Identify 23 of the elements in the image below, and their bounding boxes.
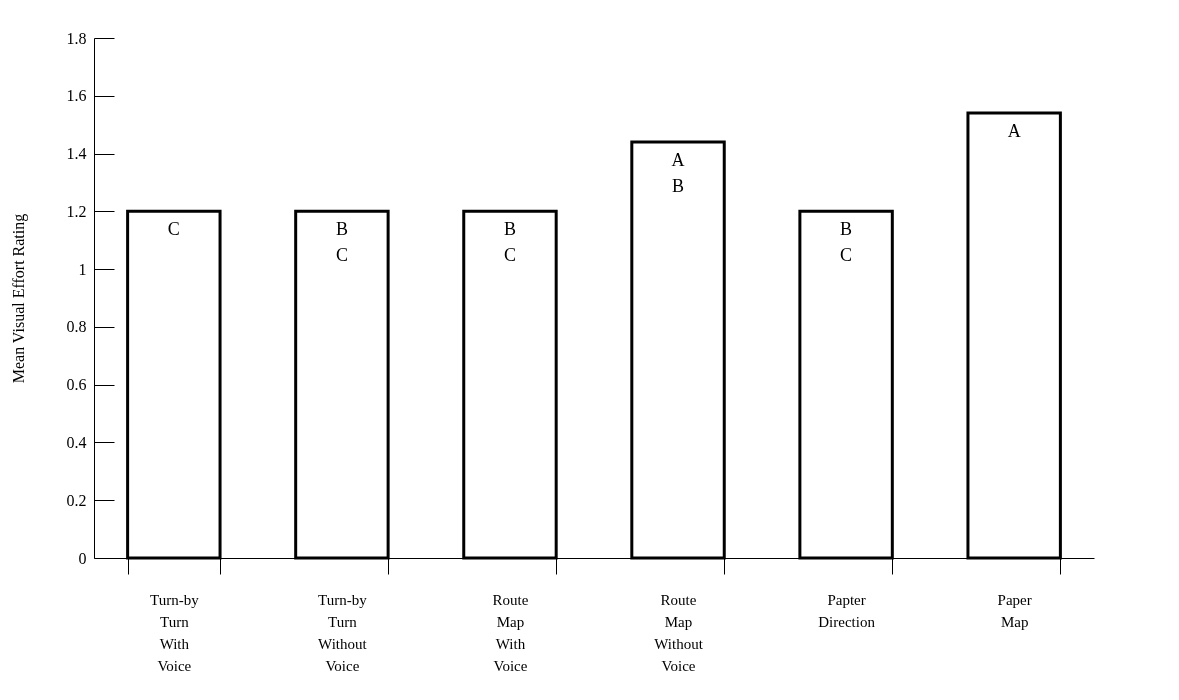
x-tick-label: Paper Map — [997, 591, 1032, 630]
y-tick-label: 0 — [78, 549, 87, 567]
y-tick-label: 1.6 — [66, 87, 87, 105]
annotation: A — [1007, 121, 1021, 142]
x-tick-label: Turn-by Turn Without Voice — [318, 591, 368, 674]
y-tick-label: 0.6 — [66, 376, 87, 394]
y-tick-label: 0.4 — [66, 433, 87, 451]
annotation: B C — [503, 219, 516, 266]
x-tick-label: Turn-by Turn With Voice — [150, 591, 200, 674]
y-tick-label: 1.8 — [66, 29, 87, 47]
annotation: C — [167, 219, 180, 240]
y-tick-label: 1.4 — [66, 145, 87, 163]
y-tick-label: 0.8 — [66, 318, 87, 336]
annotation: B C — [335, 219, 348, 266]
x-tick-label: Route Map Without Voice — [654, 591, 704, 674]
y-tick-label: 1.2 — [66, 202, 87, 220]
annotation: A B — [671, 150, 685, 196]
y-tick-label: 0.2 — [66, 491, 87, 509]
y-axis-title: Mean Visual Effort Rating — [9, 213, 28, 384]
y-tick-label: 1 — [78, 260, 87, 278]
x-tick-label: Route Map With Voice — [492, 591, 529, 674]
x-tick-label: Papter Direction — [818, 591, 876, 630]
annotation: B C — [840, 219, 853, 266]
